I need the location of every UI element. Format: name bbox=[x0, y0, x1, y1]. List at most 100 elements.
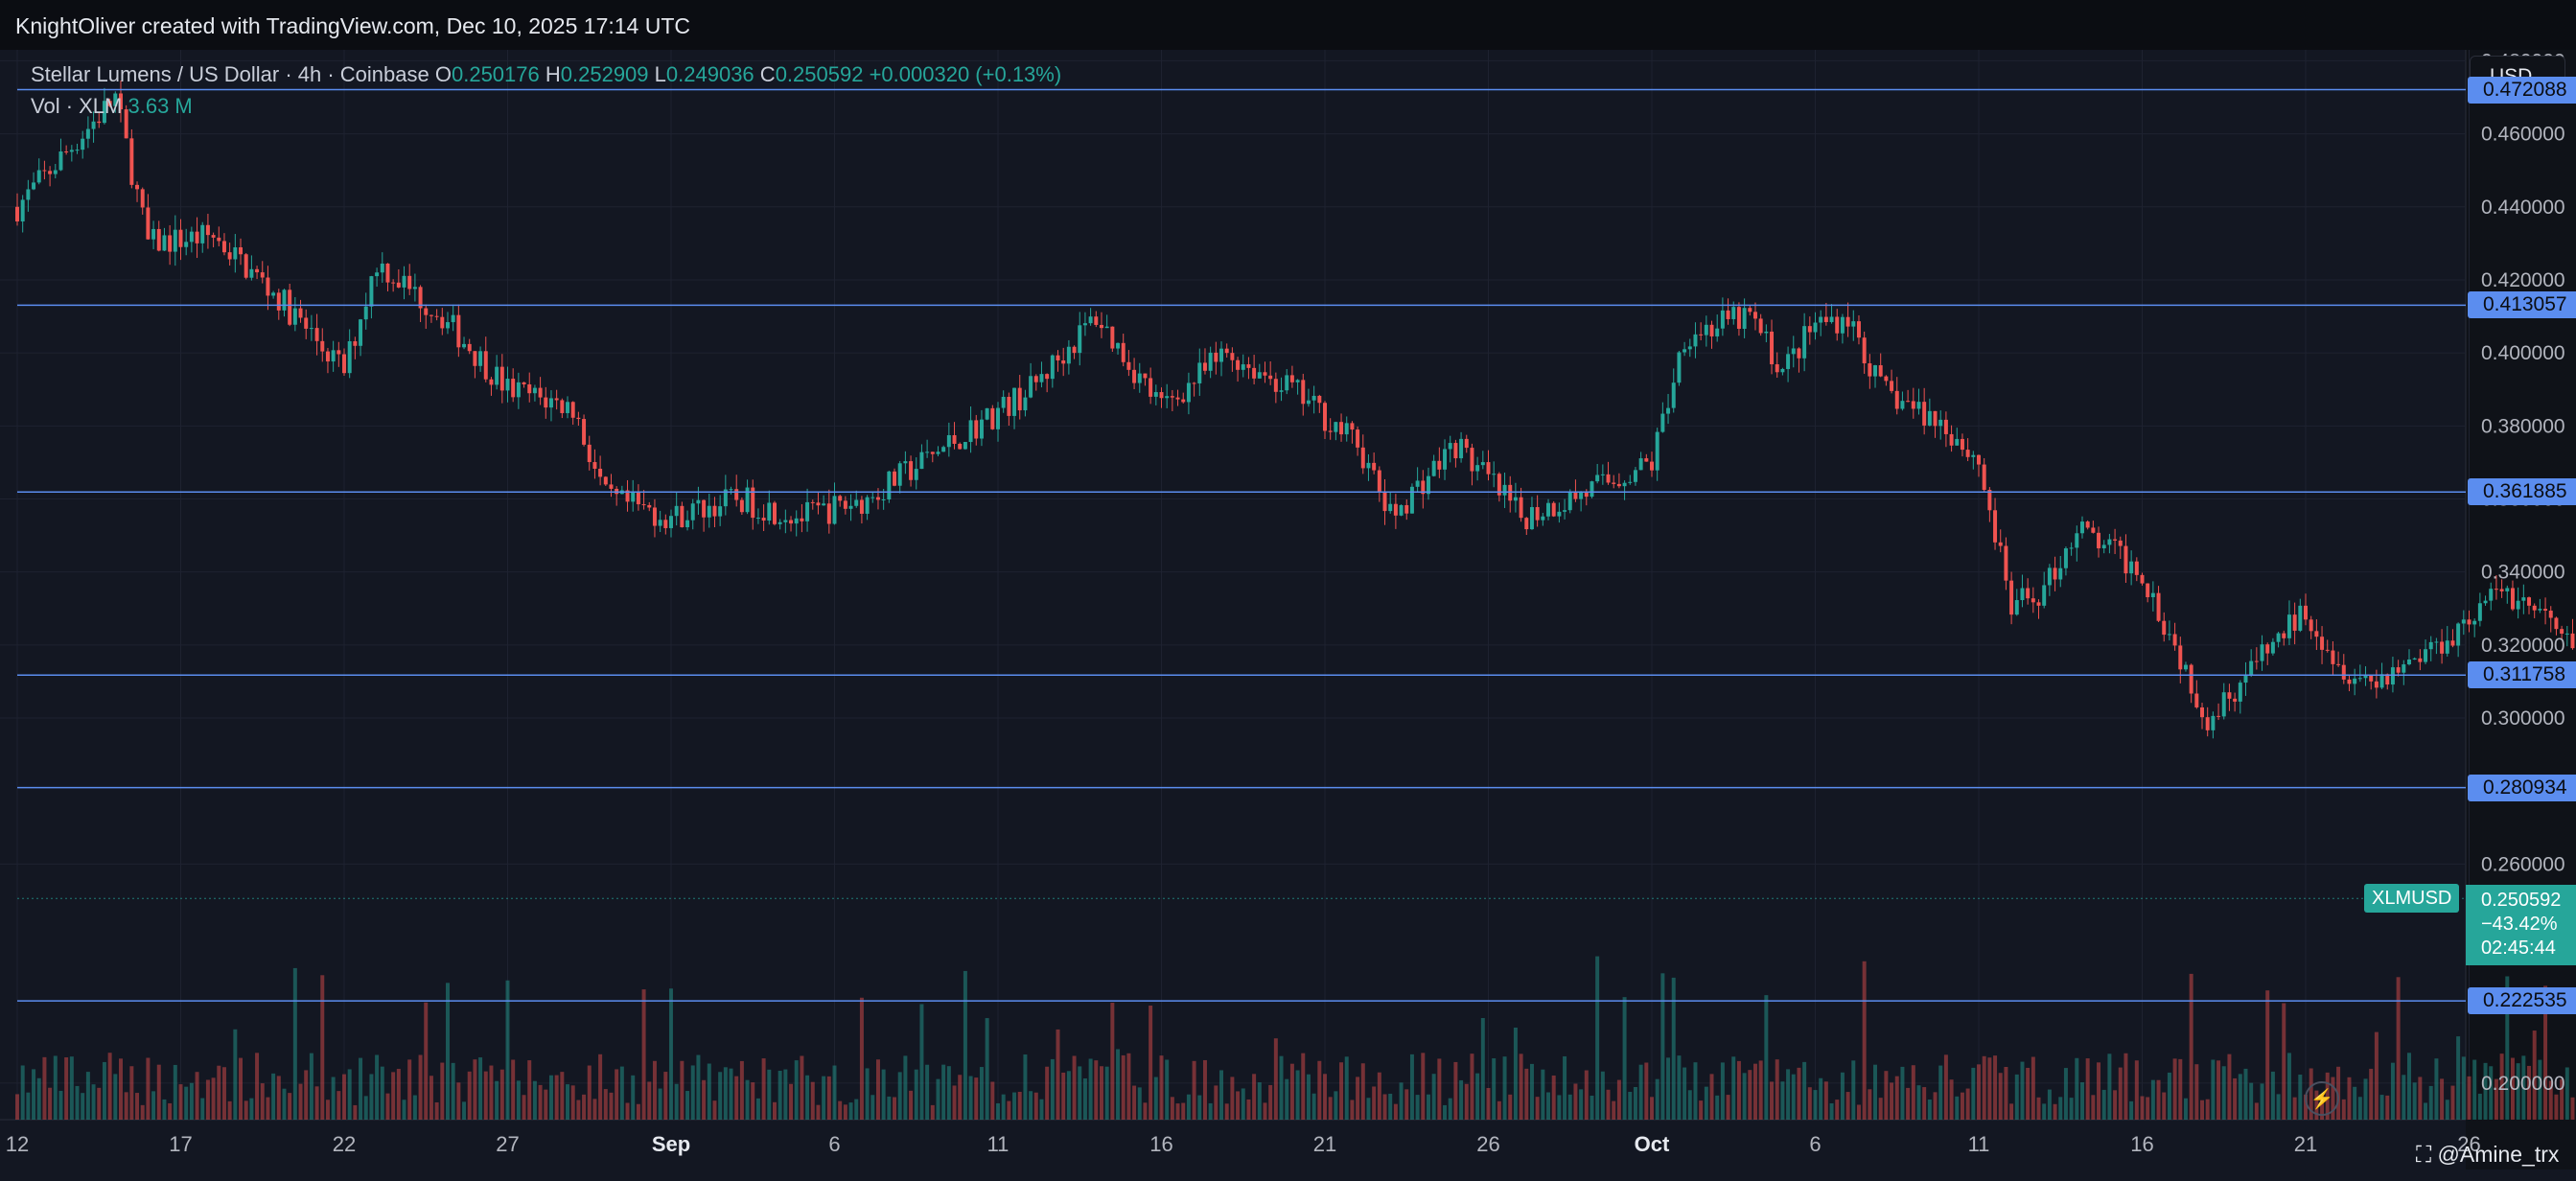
volume-bar bbox=[1590, 1095, 1594, 1120]
volume-value: 3.63 M bbox=[128, 94, 193, 118]
level-price-label: 0.280934 bbox=[2468, 774, 2576, 801]
volume-bar bbox=[2091, 1095, 2096, 1120]
candle-body bbox=[1764, 331, 1769, 334]
volume-bar bbox=[391, 1072, 396, 1120]
candle-body bbox=[625, 490, 630, 502]
candle-body bbox=[1121, 342, 1126, 362]
volume-bar bbox=[1050, 1058, 1055, 1120]
candle-body bbox=[266, 277, 270, 296]
volume-bar bbox=[2129, 1100, 2134, 1120]
price-tick-label: 0.300000 bbox=[2481, 707, 2565, 729]
candle-body bbox=[1066, 346, 1071, 364]
volume-bar bbox=[696, 1054, 701, 1120]
candle-body bbox=[936, 452, 940, 454]
volume-bar bbox=[2079, 1082, 2084, 1120]
candle-body bbox=[1960, 438, 1964, 451]
volume-bar bbox=[1955, 1096, 1960, 1120]
volume-bar bbox=[1356, 1077, 1360, 1120]
candle-body bbox=[1137, 373, 1142, 383]
candle-body bbox=[2304, 605, 2308, 620]
symbol-title[interactable]: Stellar Lumens / US Dollar · 4h · Coinba… bbox=[31, 62, 429, 86]
candle-body bbox=[1807, 326, 1812, 333]
volume-bar bbox=[1480, 1017, 1485, 1120]
volume-bar bbox=[822, 1076, 826, 1120]
volume-bar bbox=[298, 1083, 303, 1120]
volume-bar bbox=[271, 1073, 276, 1120]
volume-bar bbox=[42, 1056, 47, 1120]
volume-bar bbox=[20, 1065, 25, 1120]
candle-body bbox=[2516, 600, 2520, 610]
candle-body bbox=[1007, 396, 1011, 416]
candle-body bbox=[1356, 429, 1360, 448]
candle-body bbox=[968, 420, 973, 443]
volume-bar bbox=[320, 975, 325, 1120]
horizontal-levels bbox=[17, 88, 2466, 1002]
candle-body bbox=[1890, 381, 1894, 391]
volume-bar bbox=[1971, 1067, 1976, 1120]
volume-bar bbox=[1208, 1102, 1213, 1120]
candle-body bbox=[1955, 438, 1960, 446]
time-tick-label: 22 bbox=[333, 1132, 356, 1156]
candle-body bbox=[2079, 521, 2084, 534]
volume-bar bbox=[2026, 1067, 2031, 1120]
candle-body bbox=[276, 292, 281, 311]
candle-body bbox=[2063, 548, 2068, 568]
candle-body bbox=[2385, 674, 2390, 685]
candle-body bbox=[375, 272, 380, 277]
candle-body bbox=[2434, 641, 2439, 643]
candle-body bbox=[832, 496, 837, 524]
candle-body bbox=[489, 379, 494, 385]
candle-body bbox=[342, 354, 346, 374]
low-label: L bbox=[654, 62, 666, 86]
candle-body bbox=[2004, 545, 2008, 581]
volume-bar bbox=[195, 1072, 199, 1120]
volume-bar bbox=[1399, 1082, 1404, 1120]
volume-bar bbox=[522, 1095, 526, 1120]
candle-body bbox=[1916, 402, 1921, 409]
volume-bar bbox=[1715, 1095, 1720, 1120]
candle-body bbox=[887, 471, 892, 500]
candle-body bbox=[1224, 348, 1229, 354]
volume-bar bbox=[570, 1085, 575, 1120]
candle-body bbox=[1208, 352, 1213, 371]
volume-label[interactable]: Vol · XLM bbox=[31, 94, 123, 118]
volume-bar bbox=[1829, 1102, 1834, 1120]
candle-body bbox=[1393, 503, 1398, 516]
candle-body bbox=[75, 150, 80, 151]
volume-bar bbox=[1072, 1055, 1077, 1120]
candle-body bbox=[838, 496, 843, 501]
volume-bar bbox=[2353, 1086, 2357, 1120]
volume-bar bbox=[1170, 1097, 1174, 1120]
lightning-icon[interactable]: ⚡ bbox=[2305, 1081, 2339, 1116]
candle-body bbox=[1464, 438, 1469, 449]
volume-bar bbox=[1731, 1056, 1736, 1120]
volume-bar bbox=[2172, 1058, 2177, 1120]
candle-body bbox=[1748, 308, 1752, 313]
time-tick-label: 11 bbox=[987, 1132, 1010, 1156]
candle-body bbox=[822, 503, 826, 506]
volume-bars bbox=[15, 956, 2575, 1120]
time-tick-label: 26 bbox=[1476, 1132, 1499, 1156]
candle-body bbox=[1567, 491, 1572, 511]
volume-bar bbox=[1301, 1053, 1306, 1120]
volume-bar bbox=[1137, 1087, 1142, 1120]
candle-body bbox=[2406, 659, 2411, 665]
volume-bar bbox=[162, 1099, 167, 1120]
candle-body bbox=[260, 272, 265, 278]
candle-body bbox=[598, 468, 603, 477]
candle-body bbox=[2341, 664, 2346, 680]
volume-bar bbox=[968, 1076, 973, 1120]
volume-bar bbox=[1082, 1077, 1087, 1120]
candle-body bbox=[1082, 323, 1087, 326]
volume-bar bbox=[2450, 1085, 2455, 1120]
volume-bar bbox=[2418, 1077, 2423, 1120]
candle-body bbox=[1388, 503, 1393, 512]
volume-bar bbox=[946, 1066, 951, 1120]
candle-body bbox=[2134, 561, 2139, 575]
candle-body bbox=[1372, 462, 1377, 471]
candle-body bbox=[2467, 619, 2472, 625]
candle-body bbox=[609, 484, 614, 489]
candle-body bbox=[2570, 633, 2575, 649]
candle-body bbox=[680, 505, 685, 527]
